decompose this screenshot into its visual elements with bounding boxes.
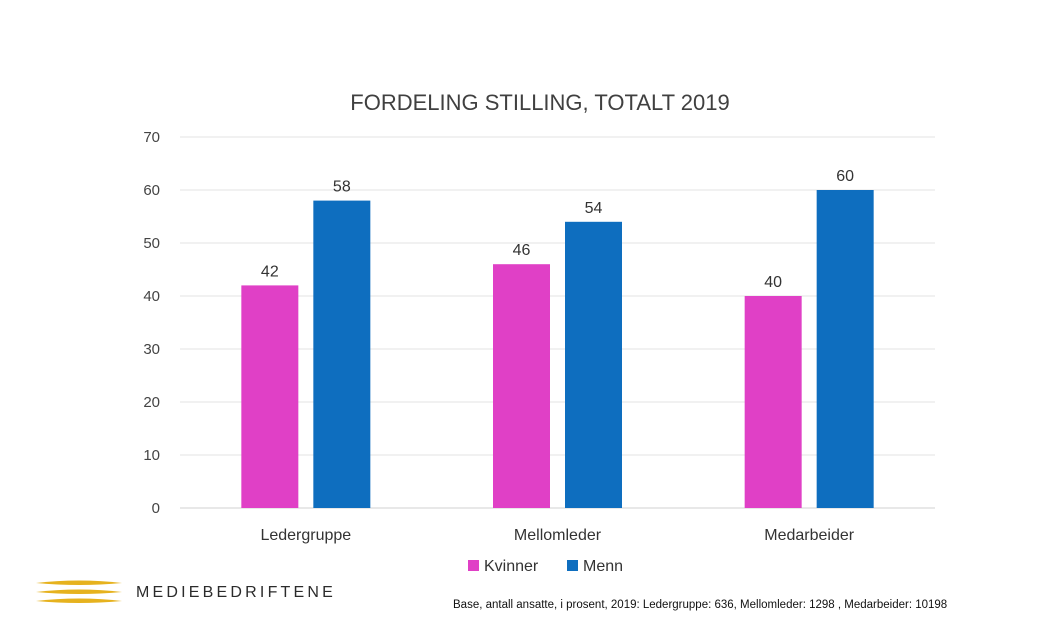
bar [313, 200, 371, 508]
legend: Kvinner Menn [468, 558, 623, 575]
y-tick-label: 0 [152, 500, 160, 517]
bar [241, 285, 299, 508]
data-label: 54 [585, 200, 603, 217]
bar [565, 221, 622, 509]
x-tick-label: Mellomleder [514, 527, 602, 544]
bar [816, 190, 874, 508]
y-axis: 0 10 20 30 40 50 60 70 [143, 129, 160, 517]
bar [744, 296, 802, 508]
data-label: 40 [764, 274, 782, 291]
y-tick-label: 70 [143, 129, 160, 146]
y-tick-label: 50 [143, 235, 160, 252]
y-tick-label: 60 [143, 182, 160, 199]
data-labels: 42 58 46 54 40 60 [261, 168, 854, 291]
bar [493, 264, 550, 508]
mediebedriftene-logo-icon [36, 580, 122, 603]
bars [241, 190, 874, 509]
base-note: Base, antall ansatte, i prosent, 2019: L… [453, 599, 948, 611]
y-tick-label: 40 [143, 288, 160, 305]
brand-name: MEDIEBEDRIFTENE [136, 584, 337, 601]
legend-label: Menn [583, 558, 623, 575]
y-tick-label: 10 [143, 447, 160, 464]
chart-title: FORDELING STILLING, TOTALT 2019 [350, 90, 729, 115]
gridlines [180, 136, 935, 509]
x-tick-label: Medarbeider [764, 527, 855, 544]
y-tick-label: 30 [143, 341, 160, 358]
legend-swatch [567, 560, 578, 571]
x-tick-label: Ledergruppe [260, 527, 351, 544]
legend-swatch [468, 560, 479, 571]
x-axis: Ledergruppe Mellomleder Medarbeider [260, 527, 854, 544]
data-label: 42 [261, 263, 279, 280]
data-label: 46 [513, 242, 531, 259]
data-label: 58 [333, 179, 351, 196]
data-label: 60 [836, 168, 854, 185]
y-tick-label: 20 [143, 394, 160, 411]
legend-label: Kvinner [484, 558, 539, 575]
